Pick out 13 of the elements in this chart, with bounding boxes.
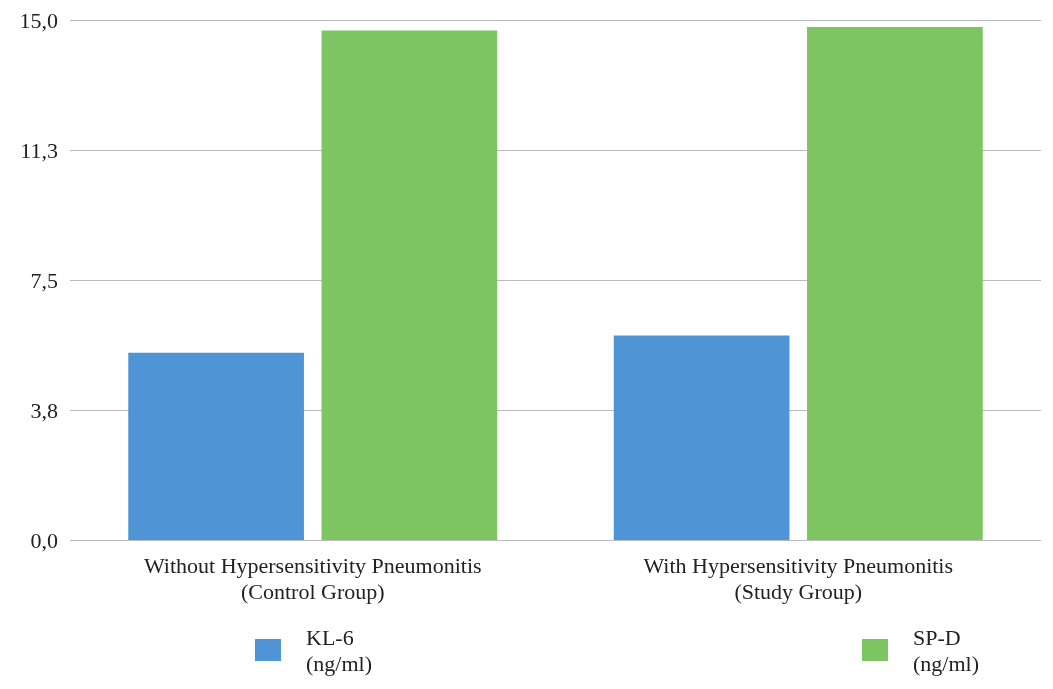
bar: [613, 335, 790, 540]
legend-label: SP-D (ng/ml): [912, 624, 979, 676]
bar: [807, 26, 983, 540]
y-tick-label: 0,0: [30, 527, 58, 553]
y-tick-label: 15,0: [19, 7, 58, 33]
y-tick-label: 7,5: [30, 267, 58, 293]
y-tick-label: 11,3: [20, 137, 58, 163]
bar: [128, 352, 304, 540]
y-tick-label: 3,8: [30, 397, 58, 423]
legend-label: KL-6 (ng/ml): [306, 624, 372, 676]
x-tick-label: Without Hypersensitivity Pneumonitis (Control Group): [143, 552, 482, 604]
bar: [321, 30, 498, 540]
x-tick-label: With Hypersensitivity Pneumonitis (Study Group): [643, 552, 954, 604]
